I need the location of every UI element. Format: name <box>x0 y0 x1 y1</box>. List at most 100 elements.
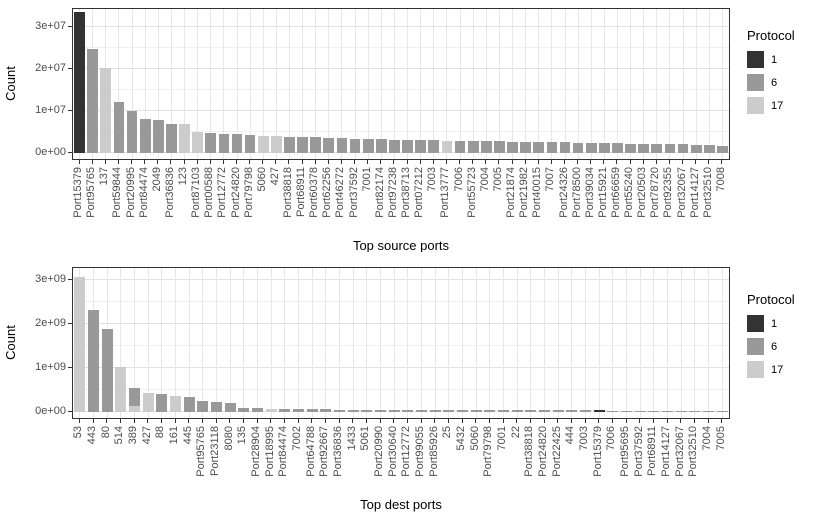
gridline-vertical <box>131 9 133 159</box>
x-tick-mark <box>721 419 723 423</box>
bar-Port92667-protocol-6 <box>320 409 332 412</box>
gridline-vertical <box>544 268 545 418</box>
x-tick-mark <box>682 160 684 164</box>
bar-Port23118-protocol-6 <box>210 402 223 412</box>
x-tick-label: Port07212 <box>413 167 426 218</box>
bar-Port24326-protocol-6 <box>559 142 571 153</box>
x-tick-label: 7003 <box>426 167 439 192</box>
legend-title: Protocol <box>747 28 795 43</box>
bar-161-protocol-17 <box>169 396 182 412</box>
legend-swatch-17 <box>747 361 764 378</box>
gridline-vertical <box>257 268 258 418</box>
x-tick-label: 5060 <box>255 167 268 192</box>
x-tick-label: Port15379 <box>591 426 604 477</box>
gridline-vertical <box>695 9 697 159</box>
gridline-vertical <box>585 268 586 418</box>
gridline-vertical <box>682 9 684 159</box>
x-tick-label: Port37592 <box>632 426 645 477</box>
legend-label: 1 <box>771 317 778 330</box>
gridline-vertical <box>134 268 135 418</box>
bar-7006-protocol-6 <box>454 141 466 153</box>
bar-Port21874-protocol-6 <box>507 142 518 153</box>
x-tick-label: Port28904 <box>250 426 262 477</box>
x-tick-mark <box>516 419 518 423</box>
gridline-vertical <box>236 9 238 159</box>
x-tick-label: Port82174 <box>373 167 386 218</box>
x-tick-mark <box>104 160 106 164</box>
gridline-vertical <box>249 9 251 159</box>
x-tick-mark <box>708 160 710 164</box>
bar-Port87103-protocol-17 <box>192 132 203 153</box>
gridline-vertical <box>328 9 330 159</box>
x-tick-mark <box>564 160 565 164</box>
legend-label: 1 <box>771 53 778 66</box>
gridline-vertical <box>288 9 290 159</box>
x-tick-mark <box>488 419 490 423</box>
gridline-vertical <box>229 268 231 418</box>
bar-7008-protocol-6 <box>717 146 728 153</box>
x-tick-mark <box>117 160 119 164</box>
x-tick-label: Port68911 <box>295 167 308 217</box>
x-tick-label: 5060 <box>468 426 481 451</box>
x-tick-mark <box>655 160 657 164</box>
x-tick-label: 5061 <box>359 426 372 451</box>
gridline-minor <box>73 131 729 132</box>
gridline-vertical <box>434 268 436 418</box>
legend-label: 6 <box>771 76 778 89</box>
bar-Port00588-protocol-6 <box>205 133 217 153</box>
bar-444-protocol-6 <box>566 410 578 412</box>
gridline-vertical <box>630 9 632 159</box>
x-tick-label: Port79798 <box>242 167 255 218</box>
x-tick-mark <box>461 419 463 423</box>
x-tick-mark <box>639 419 641 423</box>
gridline-minor <box>73 345 729 346</box>
bar-7003-protocol-6 <box>579 410 592 412</box>
gridline-vertical <box>612 268 614 418</box>
bar-Port55723-protocol-6 <box>467 141 479 153</box>
bar-Port32067-protocol-6 <box>675 411 687 412</box>
bar-7003-protocol-6 <box>428 140 440 153</box>
y-tick-label: 2e+09 <box>35 317 66 329</box>
bar-8080-protocol-6 <box>224 403 236 412</box>
legend-entry-6: 6 <box>747 74 827 91</box>
x-tick-label: 137 <box>98 167 111 186</box>
bar-Port21982-protocol-6 <box>520 142 531 153</box>
gridline-vertical <box>489 268 491 418</box>
x-tick-mark <box>327 160 329 164</box>
x-tick-mark <box>352 419 354 423</box>
gridline-vertical <box>656 9 658 159</box>
x-tick-mark <box>275 160 277 164</box>
gridline-vertical <box>446 9 448 159</box>
x-tick-label: 7008 <box>714 167 727 192</box>
x-tick-mark <box>131 160 133 164</box>
gridline-vertical <box>216 268 217 418</box>
bar-7001-protocol-6 <box>497 410 510 412</box>
x-tick-mark <box>297 419 299 423</box>
x-tick-label: 7001 <box>496 426 508 451</box>
legend-swatch-1 <box>747 315 764 332</box>
x-tick-label: Port32510 <box>701 167 714 218</box>
x-tick-mark <box>157 160 159 164</box>
gridline-vertical <box>475 268 477 418</box>
bar-7002-protocol-6 <box>292 409 305 412</box>
x-tick-mark <box>557 419 559 423</box>
x-tick-label: Port68911 <box>646 426 659 476</box>
bar-7004-protocol-6 <box>702 411 715 412</box>
x-tick-label: 7006 <box>452 167 465 192</box>
x-tick-label: Port38818 <box>523 426 536 477</box>
gridline-vertical <box>472 9 474 159</box>
x-tick-mark <box>380 160 382 164</box>
x-tick-mark <box>611 419 613 423</box>
legend-entry-17: 17 <box>747 97 827 114</box>
bar-Port82174-protocol-6 <box>375 139 387 153</box>
bar-5060-protocol-17 <box>257 136 269 153</box>
gridline-vertical <box>144 9 146 159</box>
x-tick-label: 80 <box>99 426 112 439</box>
x-tick-mark <box>434 419 436 423</box>
x-tick-label: 53 <box>72 426 85 439</box>
gridline-vertical <box>516 268 518 418</box>
gridline-vertical <box>694 268 696 418</box>
legend-swatch-17 <box>747 97 764 114</box>
x-tick-mark <box>498 160 500 164</box>
gridline-vertical <box>667 268 668 418</box>
